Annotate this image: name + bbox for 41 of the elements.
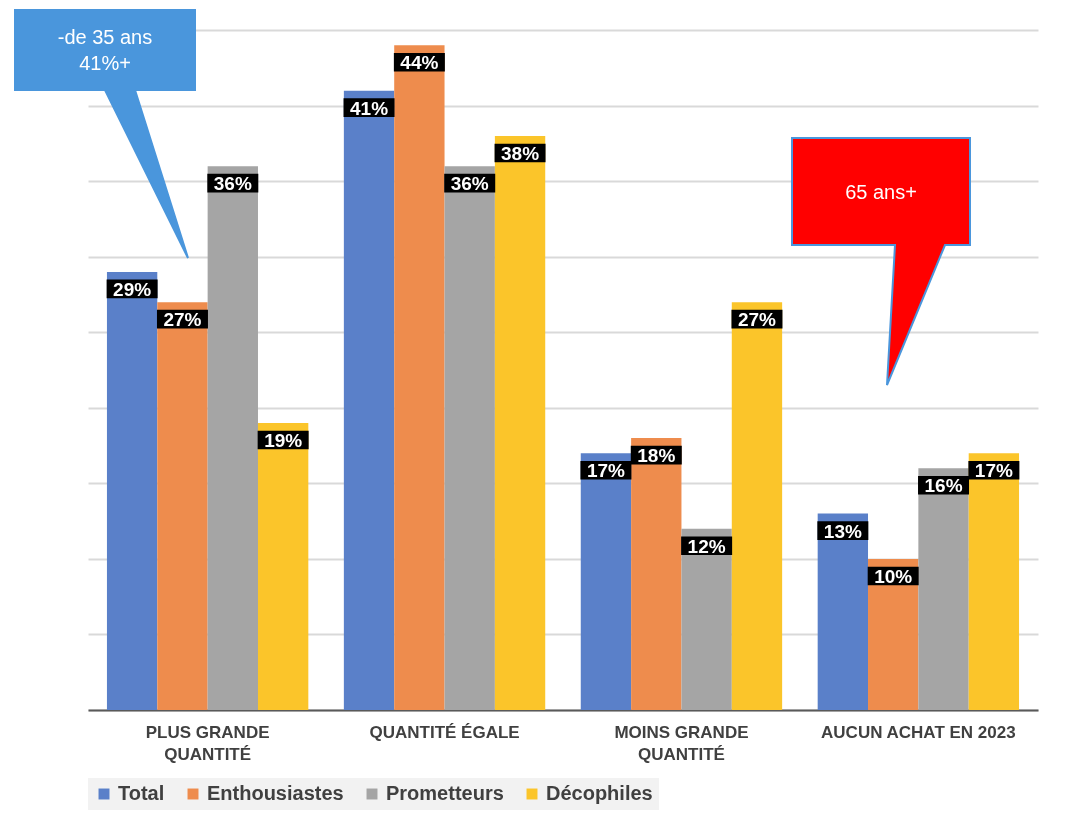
data-label: 13% [823, 520, 862, 542]
bar [157, 302, 208, 710]
bar [918, 468, 969, 710]
data-label: 12% [687, 535, 726, 557]
bar [343, 90, 395, 710]
data-label: 19% [264, 429, 303, 451]
bar [631, 438, 682, 710]
bar [580, 453, 632, 710]
x-tick-label: MOINS GRANDE QUANTITÉ [614, 722, 749, 764]
annotation: -de 35 ans 41%+ [56, 25, 154, 76]
bar [394, 45, 445, 710]
bar [494, 135, 546, 710]
x-tick-label: QUANTITÉ ÉGALE [369, 722, 520, 742]
data-label: 17% [586, 460, 626, 482]
data-label: 27% [737, 309, 777, 331]
data-label: 16% [924, 475, 963, 497]
legend-label: Total [118, 782, 165, 804]
bar [817, 513, 869, 710]
bar [257, 422, 309, 710]
data-label: 27% [163, 309, 202, 331]
data-label: 29% [113, 278, 152, 300]
legend-label: Décophiles [546, 782, 653, 804]
bar [444, 166, 495, 710]
bar [731, 302, 783, 710]
data-label: 41% [350, 97, 389, 119]
bar [681, 528, 732, 710]
data-label: 36% [450, 173, 489, 195]
legend-label: Enthousiastes [207, 782, 344, 804]
x-tick-label: AUCUN ACHAT EN 2023 [821, 722, 1016, 742]
data-label: 17% [974, 460, 1013, 482]
data-label: 18% [637, 445, 676, 467]
legend-label: Prometteurs [386, 782, 504, 804]
data-label: 10% [874, 565, 913, 587]
data-label: 36% [213, 173, 252, 195]
bar [106, 271, 158, 710]
bar [207, 166, 258, 710]
data-label: 44% [400, 52, 439, 74]
annotation: 65 ans+ [844, 179, 918, 205]
bar [968, 453, 1020, 710]
data-label: 38% [501, 142, 540, 164]
x-tick-label: PLUS GRANDE QUANTITÉ [145, 722, 270, 764]
